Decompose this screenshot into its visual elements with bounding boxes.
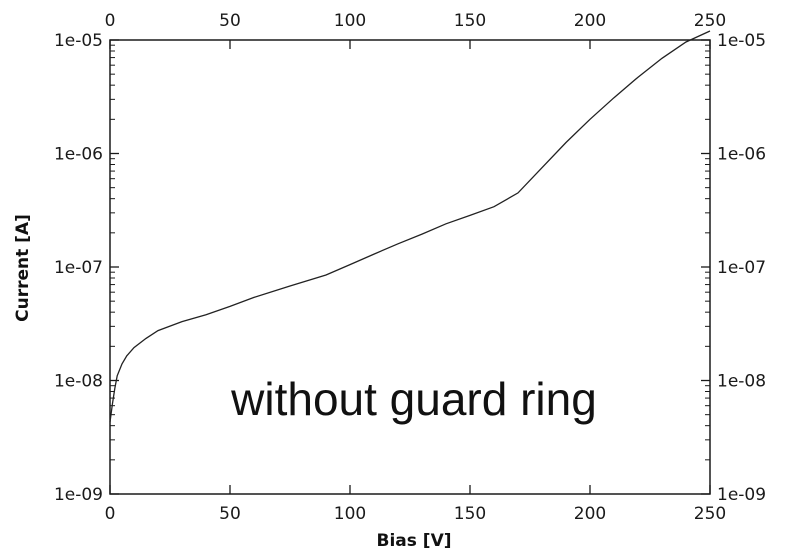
ticks-group xyxy=(109,39,711,495)
y-tick-label-left: 1e-05 xyxy=(54,31,103,51)
y-tick-label-right: 1e-09 xyxy=(717,485,766,505)
x-tick-label-top: 250 xyxy=(694,11,726,31)
x-tick-label-bottom: 200 xyxy=(574,504,606,524)
annotation-text: without guard ring xyxy=(230,373,597,425)
y-tick-label-left: 1e-07 xyxy=(54,258,103,278)
plot-frame xyxy=(109,39,711,495)
series-line xyxy=(109,30,711,423)
x-tick-label-bottom: 250 xyxy=(694,504,726,524)
y-tick-label-left: 1e-06 xyxy=(54,145,103,165)
x-tick-label-bottom: 150 xyxy=(454,504,486,524)
x-tick-label-top: 50 xyxy=(219,11,241,31)
x-tick-label-bottom: 100 xyxy=(334,504,366,524)
x-tick-label-top: 100 xyxy=(334,11,366,31)
y-tick-label-right: 1e-08 xyxy=(717,372,766,392)
y-tick-label-left: 1e-09 xyxy=(54,485,103,505)
y-tick-label-right: 1e-07 xyxy=(717,258,766,278)
x-tick-label-top: 0 xyxy=(105,11,116,31)
x-tick-label-bottom: 0 xyxy=(105,504,116,524)
y-tick-label-right: 1e-06 xyxy=(717,145,766,165)
x-tick-label-top: 150 xyxy=(454,11,486,31)
y-axis-label: Current [A] xyxy=(13,214,33,322)
x-tick-label-bottom: 50 xyxy=(219,504,241,524)
y-tick-label-right: 1e-05 xyxy=(717,31,766,51)
x-tick-label-top: 200 xyxy=(574,11,606,31)
x-axis-label: Bias [V] xyxy=(377,531,452,551)
y-tick-label-left: 1e-08 xyxy=(54,372,103,392)
